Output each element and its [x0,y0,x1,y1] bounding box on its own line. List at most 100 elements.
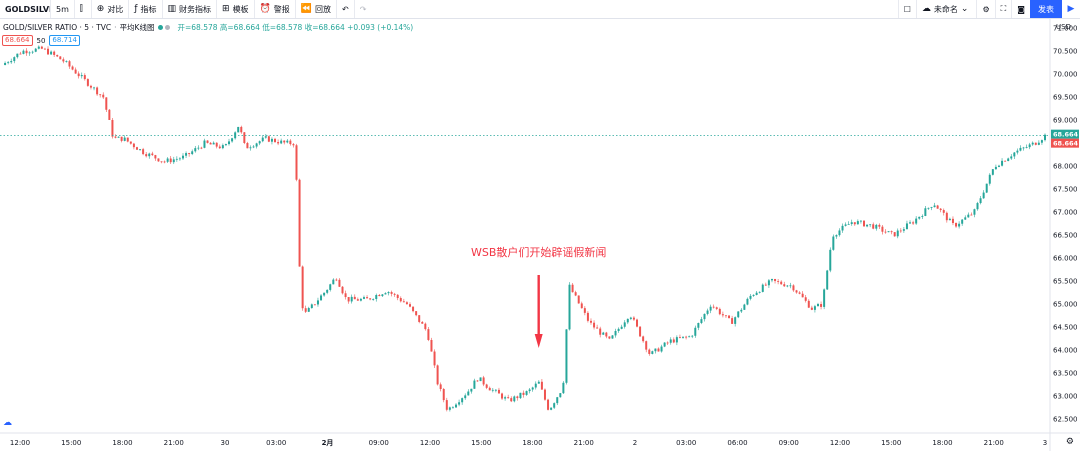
candle-body [645,341,648,350]
redo-button[interactable]: ↷ [355,0,372,18]
candle-body [123,137,126,141]
candle-body [568,284,571,330]
candle-body [841,225,844,231]
y-tick-label: 69.500 [1053,94,1078,102]
candle-body [648,349,651,354]
x-tick-label: 21:00 [984,439,1004,447]
fullscreen-button[interactable]: ⛶ [994,0,1012,18]
candle-body [605,332,608,337]
candle-body [629,317,632,319]
candle-body [408,304,411,307]
axis-settings-icon[interactable]: ⚙ [1065,437,1074,447]
candle-body [307,308,310,312]
candle-body [31,51,34,53]
candle-body [13,57,16,62]
symbol-search[interactable]: GOLDSILVER [0,0,51,18]
candle-body [915,218,918,224]
candle-body [375,295,378,300]
price-tag-bg [1051,138,1079,148]
x-tick-label: 15:00 [471,439,491,447]
candle-body [660,346,663,352]
candle-body [344,293,347,298]
annotation: WSB散户们开始辟谣假新闻 [471,245,606,348]
candle-body [942,210,945,213]
snapshot-button[interactable]: ◙ [1011,0,1030,18]
candle-body [154,155,157,159]
candle-body [890,231,893,233]
compare-button[interactable]: ⊕ 对比 [92,0,130,18]
replay-button[interactable]: ⏪ 回放 [296,0,337,18]
candle-body [62,59,65,62]
layout-button[interactable]: ☐ [897,0,916,18]
settings-button[interactable]: ⚙ [976,0,994,18]
candle-body [519,392,522,399]
play-button[interactable]: ▶ [1062,0,1080,18]
candle-body [1040,140,1043,143]
rewind-icon: ⏪ [300,4,312,14]
undo-button[interactable]: ↶ [337,0,355,18]
candle-body [378,295,381,297]
alert-button[interactable]: ⏰ 警报 [255,0,296,18]
ask-price-badge[interactable]: 68.714 [49,35,80,46]
chevron-down-icon: ⌄ [960,4,969,14]
candle-body [249,147,252,149]
candle-body [132,143,135,148]
candle-body [826,270,829,290]
financials-button[interactable]: ▥ 财务指标 [163,0,218,18]
candle-body [350,296,353,302]
save-layout-button[interactable]: ☁ 未命名 ⌄ [915,0,977,18]
candle-body [516,396,519,399]
candle-body [504,397,507,399]
candle-body [224,144,227,146]
candle-body [335,279,338,281]
candle-body [473,380,476,389]
candle-body [381,294,384,297]
candle-body [731,318,734,324]
interval-button[interactable]: 5m [51,0,75,18]
candle-body [68,61,71,67]
candle-body [734,317,737,324]
undo-icon: ↶ [342,4,349,14]
candle-body [341,286,344,294]
candle-body [1019,147,1022,151]
candle-body [752,294,755,296]
candle-body [261,137,264,142]
templates-button[interactable]: ⊞ 模板 [217,0,255,18]
status-dot-grey [165,25,171,30]
candle-body [813,306,816,310]
candle-body [267,136,270,142]
price-chart[interactable]: WSB散户们开始辟谣假新闻 71.000 70.500 70.000 69.500 69… [0,19,1080,451]
candle-body [835,235,838,237]
plus-circle-icon: ⊕ [96,4,105,14]
x-tick-label: 09:00 [369,439,389,447]
candle-body [571,284,574,293]
candle-body [780,281,783,285]
candle-body [979,198,982,204]
candle-body [525,391,528,395]
x-tick-label: 03:00 [266,439,286,447]
indicators-button[interactable]: ƒ 指标 [129,0,163,18]
candle-body [359,298,362,301]
y-tick-label: 70.500 [1053,48,1078,56]
y-tick-label: 64.500 [1053,324,1078,332]
candle-body [832,236,835,250]
candle-body [988,174,991,184]
candle-body [709,306,712,311]
y-axis-bg [1050,19,1080,451]
candle-body [126,137,129,142]
candle-body [715,307,718,309]
alert-label: 警报 [273,4,290,14]
bid-price-badge[interactable]: 68.664 [2,35,33,46]
candle-body [206,140,209,143]
publish-button[interactable]: 发表 [1030,0,1062,18]
cloud-status-icon[interactable]: ☁ [3,418,12,428]
candle-body [442,389,445,401]
y-tick-label: 68.000 [1053,163,1078,171]
chart-type-button[interactable]: ⫿ [75,0,92,18]
candle-body [231,138,234,142]
candle-body [654,348,657,352]
candle-body [295,145,298,180]
candle-body [816,304,819,307]
candle-body [924,208,927,216]
candle-body [755,292,758,295]
